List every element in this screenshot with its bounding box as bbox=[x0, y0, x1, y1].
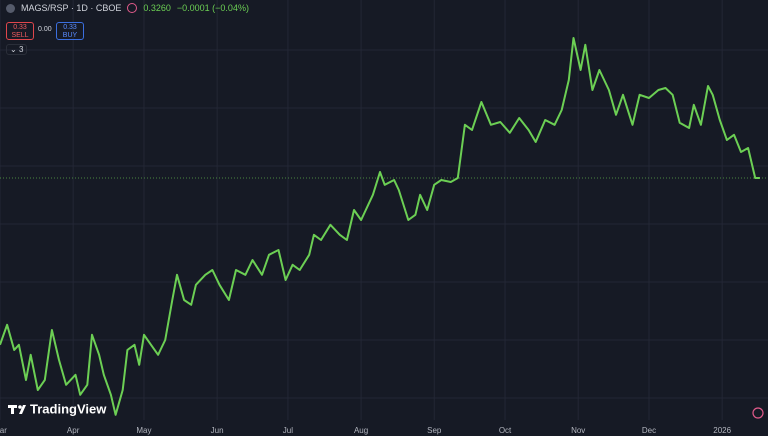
sell-price: 0.33 bbox=[13, 24, 27, 31]
sell-button[interactable]: 0.33 SELL bbox=[6, 22, 34, 40]
x-tick-label: Sep bbox=[427, 426, 442, 435]
symbol-icon bbox=[6, 3, 15, 13]
plot bbox=[0, 37, 768, 416]
header: MAGS/RSP · 1D · CBOE 0.3260 −0.0001 (−0.… bbox=[6, 3, 249, 13]
x-tick-label: Mar bbox=[0, 426, 7, 435]
buy-price: 0.33 bbox=[63, 24, 77, 31]
x-tick-label: May bbox=[136, 426, 151, 435]
brand: TradingView bbox=[30, 401, 107, 416]
x-tick-label: Nov bbox=[571, 426, 585, 435]
grid bbox=[0, 0, 723, 420]
spread: 0.00 bbox=[38, 26, 52, 33]
buy-label: BUY bbox=[62, 32, 78, 39]
x-tick-label: Aug bbox=[354, 426, 368, 435]
status-icon bbox=[127, 3, 138, 13]
last-price: 0.3260 bbox=[143, 3, 171, 13]
x-tick-label: Jul bbox=[283, 426, 293, 435]
x-tick-label: Dec bbox=[642, 426, 656, 435]
indicators-count: 3 bbox=[18, 45, 24, 54]
icon bbox=[752, 407, 764, 419]
h-grid bbox=[0, 49, 768, 399]
symbol: MAGS/RSP · 1D · CBOE bbox=[21, 3, 122, 13]
logo: TradingView bbox=[8, 401, 107, 416]
x-tick-label: 2026 bbox=[713, 426, 731, 435]
price-line-series bbox=[0, 37, 760, 416]
indicators-toggle[interactable]: ⌄ 3 bbox=[6, 44, 28, 55]
buy-button[interactable]: 0.33 BUY bbox=[56, 22, 84, 40]
x-tick-label: Apr bbox=[67, 426, 80, 435]
sell-label: SELL bbox=[11, 32, 29, 39]
change: −0.0001 (−0.04%) bbox=[176, 3, 249, 13]
x-tick-label: Oct bbox=[499, 426, 512, 435]
x-tick-label: Jun bbox=[211, 426, 224, 435]
